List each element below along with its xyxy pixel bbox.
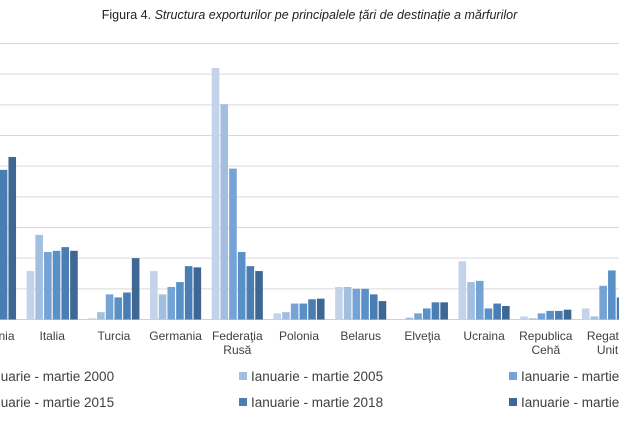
bar xyxy=(484,308,493,320)
bar xyxy=(520,316,528,320)
category-label: Italia xyxy=(40,329,66,343)
bar xyxy=(352,288,361,320)
category-label: Republica xyxy=(519,329,573,343)
bar xyxy=(335,286,343,320)
bar xyxy=(255,271,263,320)
legend-label: Ianuarie - martie 2015 xyxy=(0,395,114,410)
bar xyxy=(282,312,290,320)
bar xyxy=(528,318,537,320)
bar xyxy=(361,288,369,320)
category-label: România xyxy=(0,329,15,343)
legend-label: Ianuarie - martie 2005 xyxy=(251,369,383,384)
category-label: Belarus xyxy=(340,329,381,343)
bar xyxy=(299,303,308,320)
legend-marker xyxy=(239,372,247,380)
category-label: Regatul xyxy=(587,329,619,343)
bar xyxy=(0,169,8,320)
bar xyxy=(184,266,193,320)
bar xyxy=(220,104,229,320)
category-label: Elveţia xyxy=(404,329,440,343)
bar xyxy=(405,317,414,320)
bar xyxy=(431,302,440,320)
bar xyxy=(440,302,448,320)
legend-label: Ianuarie - martie xyxy=(521,395,619,410)
bar xyxy=(502,306,510,320)
bar xyxy=(308,299,316,320)
bar xyxy=(273,313,282,320)
bar xyxy=(493,303,501,320)
category-label: Federaţia xyxy=(212,329,263,343)
category-label: Turcia xyxy=(97,329,130,343)
category-label: Cehă xyxy=(531,343,560,357)
bar xyxy=(590,316,599,320)
bar xyxy=(193,267,202,320)
bar xyxy=(537,313,546,320)
bar xyxy=(70,250,78,320)
bar xyxy=(290,303,299,320)
bar xyxy=(114,297,123,320)
legend-label: Ianuarie - martie 2018 xyxy=(251,395,383,410)
title-text: Structura exporturilor pe principalele ț… xyxy=(154,8,518,22)
bar xyxy=(26,271,35,320)
bar xyxy=(176,282,184,320)
category-label: Germania xyxy=(149,329,202,343)
legend-label: Ianuarie - martie 2000 xyxy=(0,369,114,384)
bar xyxy=(563,309,572,320)
bar xyxy=(378,301,387,320)
chart-title: Figura 4. Structura exporturilor pe prin… xyxy=(0,8,619,22)
bar xyxy=(229,168,237,320)
bar xyxy=(8,156,17,320)
bar xyxy=(131,258,140,320)
bar xyxy=(343,286,352,320)
bar xyxy=(475,280,484,320)
bar xyxy=(608,270,616,320)
bar xyxy=(467,282,475,320)
bar xyxy=(88,318,96,320)
bar xyxy=(52,250,61,320)
bar xyxy=(61,247,70,320)
bar xyxy=(246,266,255,320)
legend-marker xyxy=(509,398,517,406)
bar xyxy=(458,261,467,320)
bar xyxy=(167,286,176,320)
bar xyxy=(44,252,52,320)
legend-marker xyxy=(509,372,517,380)
bar xyxy=(35,234,43,320)
category-label: Unit xyxy=(597,343,619,357)
bar xyxy=(581,308,590,320)
bar xyxy=(237,252,246,320)
bar xyxy=(369,294,378,320)
category-label: Polonia xyxy=(279,329,319,343)
bar xyxy=(599,285,607,320)
legend-label: Ianuarie - martie xyxy=(521,369,619,384)
bar xyxy=(414,313,422,320)
bar xyxy=(316,298,325,320)
legend-marker xyxy=(239,398,247,406)
bar xyxy=(422,308,431,320)
bar xyxy=(546,310,554,320)
bar xyxy=(616,297,619,320)
bar xyxy=(211,68,220,320)
bar xyxy=(150,271,158,320)
category-label: Rusă xyxy=(223,343,251,357)
bar xyxy=(158,294,167,320)
category-label: Ucraina xyxy=(463,329,505,343)
bar xyxy=(105,294,114,320)
figure-number: Figura 4. xyxy=(101,8,152,22)
bar xyxy=(97,312,105,320)
bar xyxy=(555,310,563,320)
bar xyxy=(123,292,131,320)
